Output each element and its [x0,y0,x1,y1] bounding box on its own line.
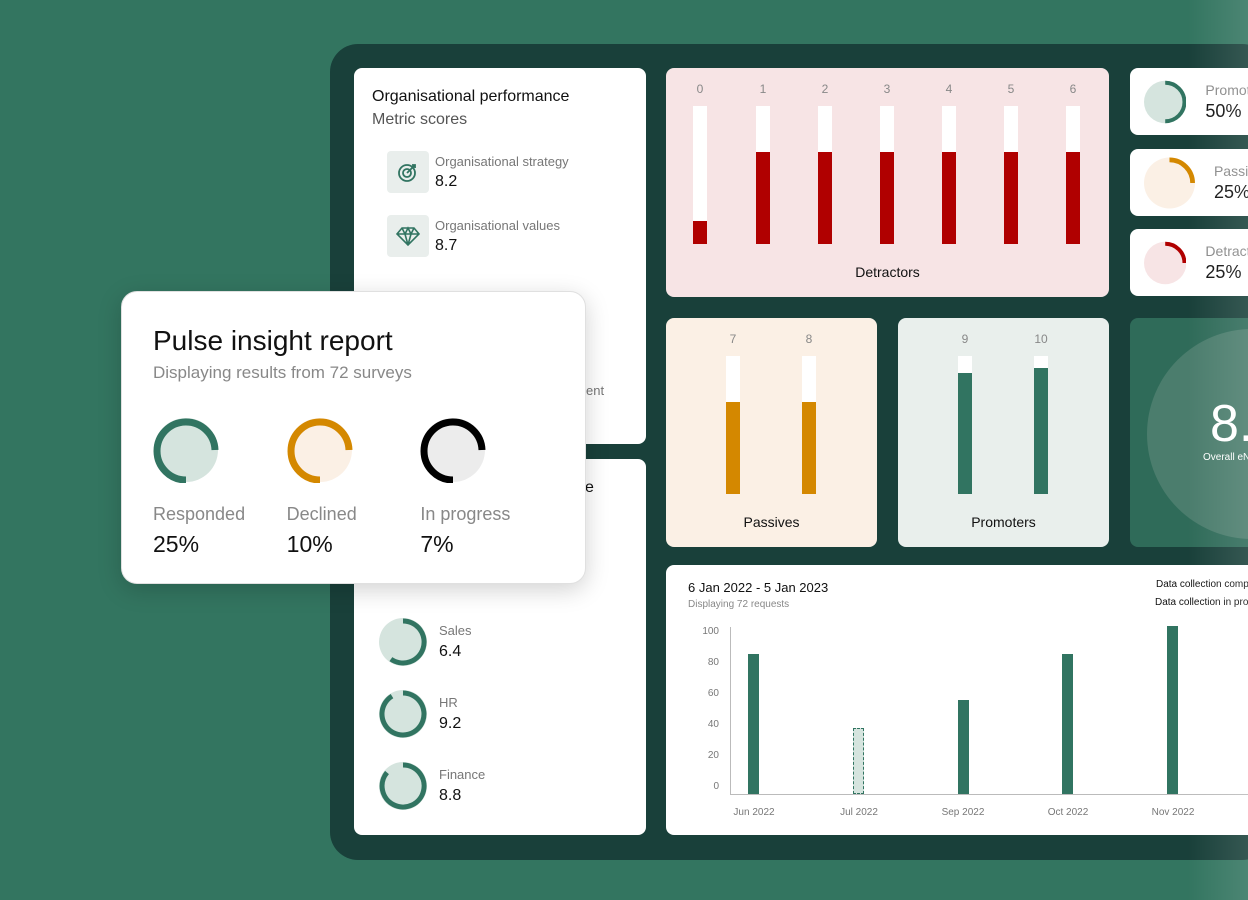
pulse-title: Pulse insight report [153,325,393,356]
x-tick: Jun 2022 [733,807,775,818]
pulse-stat-value: 25% [153,531,200,557]
promoters-card: 9 10 Promoters [898,318,1109,547]
score-column-8: 8 [799,332,819,494]
pulse-stat-value: 10% [286,531,333,557]
summary-label: Detractors [1205,242,1248,259]
legend-complete: Data collection complete [1156,579,1248,590]
pulse-insight-report-card: Pulse insight report Displaying results … [121,291,586,584]
summary-card-detractors[interactable]: Detractors 25% [1130,229,1248,296]
department-item-finance[interactable]: Finance 8.8 [379,762,485,810]
summary-card-passives[interactable]: Passives 25% [1130,149,1248,216]
score-column-6: 6 [1063,82,1083,244]
bar-jul-2022[interactable] [853,728,864,794]
enps-label: Overall eNPS [1203,452,1248,463]
department-value: 6.4 [439,643,462,660]
department-card-title-partial: e [585,479,594,496]
score-column-5: 5 [1001,82,1021,244]
pulse-stat-label: Declined [286,504,357,524]
score-ring-icon [379,618,427,666]
metric-label: Organisational strategy [435,154,569,169]
score-column-2: 2 [815,82,835,244]
passives-card: 7 8 Passives [666,318,877,547]
department-value: 8.8 [439,787,462,804]
pulse-stat-value: 7% [420,531,454,557]
y-tick: 20 [707,750,719,761]
target-icon [387,151,429,193]
score-column-3: 3 [877,82,897,244]
score-column-10: 10 [1031,332,1051,494]
detractors-title: Detractors [855,264,920,280]
passives-ring-icon [1144,157,1195,208]
department-item-sales[interactable]: Sales 6.4 [379,618,472,666]
metric-organisational-values[interactable]: Organisational values 8.7 [387,215,628,257]
summary-value: 25% [1213,181,1248,202]
pulse-stat-label: Responded [153,504,246,524]
score-column-7: 7 [723,332,743,494]
score-column-0: 0 [690,82,710,244]
org-performance-title: Organisational performance [372,88,570,105]
score-column-4: 4 [939,82,959,244]
pulse-stat-declined[interactable]: Declined 10% [287,417,421,558]
score-column-9: 9 [955,332,975,494]
diamond-icon [387,215,429,257]
department-label: HR [439,695,458,710]
x-tick: Nov 2022 [1151,807,1195,818]
promoters-ring-icon [1144,80,1187,123]
passives-title: Passives [743,514,800,530]
enps-value: 8. [1210,395,1248,453]
metric-value: 8.7 [435,237,458,254]
metric-organisational-strategy[interactable]: Organisational strategy 8.2 [387,151,628,193]
bar-oct-2022[interactable] [1062,654,1073,794]
y-tick: 80 [707,657,719,668]
department-label: Finance [439,767,486,782]
detractors-ring-icon [1144,241,1187,284]
pulse-stat-in-progress[interactable]: In progress 7% [420,417,554,558]
legend-in-progress: Data collection in progress [1155,597,1248,608]
x-axis [730,794,1248,795]
y-tick: 0 [713,781,719,792]
y-tick: 60 [707,688,719,699]
bar-jun-2022[interactable] [748,654,759,794]
x-tick: Jul 2022 [840,807,878,818]
y-tick: 100 [702,626,719,637]
bar-nov-2022[interactable] [1167,626,1178,794]
y-axis [730,627,731,795]
score-ring-icon [379,690,427,738]
score-column-1: 1 [753,82,773,244]
summary-value: 25% [1205,261,1242,282]
department-value: 9.2 [439,715,462,732]
promoters-title: Promoters [971,514,1036,530]
metric-label: Organisational values [435,218,561,233]
requests-chart-card: 6 Jan 2022 - 5 Jan 2023 Displaying 72 re… [666,565,1248,835]
bar-sep-2022[interactable] [958,700,969,794]
metric-value: 8.2 [435,173,458,190]
metric-label-partial: ent [586,383,605,398]
x-tick: Sep 2022 [941,807,985,818]
pulse-subtitle: Displaying results from 72 surveys [153,363,412,382]
summary-label: Passives [1213,162,1248,179]
responded-ring-icon [153,418,219,484]
y-tick: 40 [707,719,719,730]
score-ring-icon [379,762,427,810]
department-label: Sales [439,623,472,638]
declined-ring-icon [287,418,353,484]
pulse-stat-responded[interactable]: Responded 25% [153,417,287,558]
in-progress-ring-icon [420,418,486,484]
detractors-card: 0 1 2 3 4 5 6 Detractors [666,68,1109,297]
chart-subtitle: Displaying 72 requests [688,599,790,610]
pulse-stat-label: In progress [420,504,511,524]
overall-enps-card: 8. Overall eNPS [1130,318,1248,547]
x-tick: Oct 2022 [1047,807,1089,818]
summary-label: Promoters [1205,81,1248,98]
department-item-hr[interactable]: HR 9.2 [379,690,461,738]
summary-card-promoters[interactable]: Promoters 50% [1130,68,1248,135]
summary-value: 50% [1205,100,1242,121]
org-performance-subtitle: Metric scores [372,111,468,128]
chart-date-range: 6 Jan 2022 - 5 Jan 2023 [688,580,829,595]
